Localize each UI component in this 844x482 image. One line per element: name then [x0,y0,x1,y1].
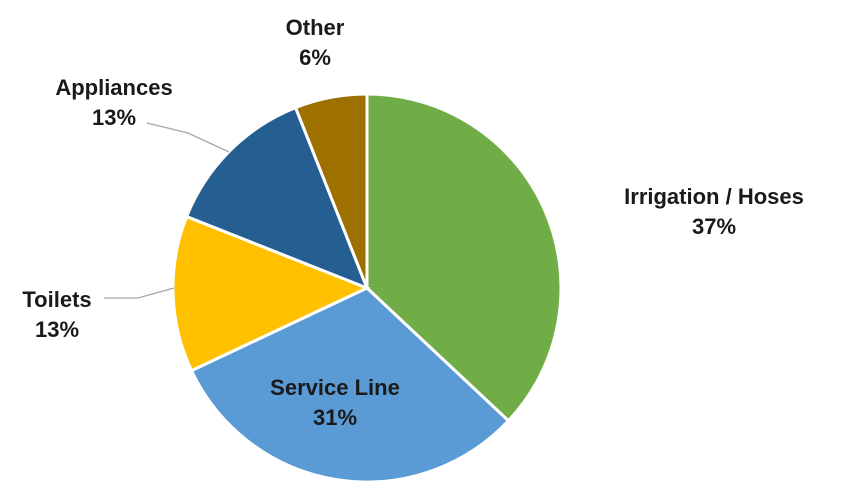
slice-label-value-service-line: 31% [313,405,357,430]
slice-label-name-appliances: Appliances [55,75,172,100]
pie-slice-service-line [189,286,511,482]
leader-line-appliances [146,122,230,153]
slice-label-value-appliances: 13% [92,105,136,130]
slice-label-name-irrigation-hoses: Irrigation / Hoses [624,184,804,209]
slice-label-name-other: Other [286,15,345,40]
leader-lines [104,122,230,299]
slice-label-value-toilets: 13% [35,317,79,342]
slice-labels: Irrigation / Hoses 37% Service Line 31% Toil… [22,15,803,430]
pie-slice-irrigation-hoses [365,92,563,423]
pie-slice-appliances [184,105,370,291]
slice-label-name-toilets: Toilets [22,287,91,312]
slice-label-value-irrigation-hoses: 37% [692,214,736,239]
pie-slice-other [293,92,369,289]
slice-label-name-service-line: Service Line [270,375,400,400]
slice-label-value-other: 6% [299,45,331,70]
pie-slice-toilets [171,214,371,373]
pie-slices [171,92,563,482]
leader-line-toilets [104,287,175,299]
